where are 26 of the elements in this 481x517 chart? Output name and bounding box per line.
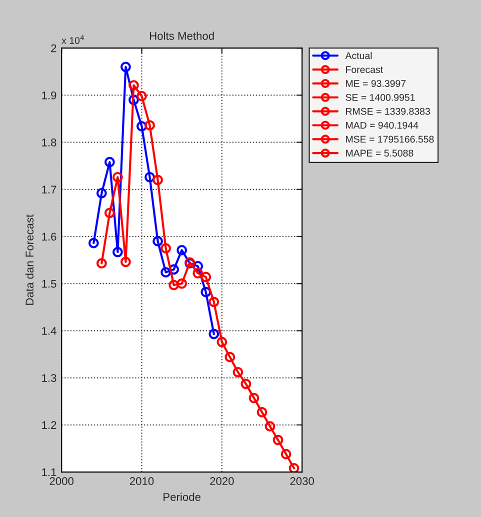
legend-label: MAD = 940.1944: [346, 122, 418, 129]
x-tick-label: 2030: [290, 477, 314, 486]
text: x 10$^{4}$: [62, 35, 84, 44]
legend-label: SE = 1400.9951: [346, 94, 415, 101]
x-tick-label: 2000: [50, 477, 74, 486]
legend-label: ME = 93.3997: [346, 80, 406, 87]
y-axis-title: Data dan Forecast: [25, 214, 34, 305]
legend-label: Actual: [345, 52, 372, 60]
y-tick-label: 2: [51, 44, 56, 52]
y-tick-label: 1.4: [42, 327, 56, 335]
y-tick-label: 1.9: [42, 91, 56, 100]
y-tick-label: 1.2: [42, 421, 56, 429]
y-tick-label: 1.3: [42, 374, 56, 382]
x-tick-label: 2010: [130, 477, 154, 486]
y-tick-label: 1.6: [42, 232, 56, 241]
x-axis-title: Periode: [164, 492, 200, 501]
chart-title: Holts Method: [150, 32, 214, 40]
y-tick-label: 1.7: [42, 186, 56, 194]
legend-label: Forecast: [346, 66, 384, 74]
y-tick-label: 1.1: [42, 468, 56, 476]
x-tick-label: 2020: [210, 477, 234, 486]
legend-label: MSE = 1795166.558: [346, 136, 434, 143]
legend-label: RMSE = 1339.8383: [346, 108, 430, 115]
legend-label: MAPE = 5.5088: [346, 150, 414, 157]
y-tick-label: 1.5: [42, 280, 56, 288]
y-tick-label: 1.8: [42, 138, 56, 146]
